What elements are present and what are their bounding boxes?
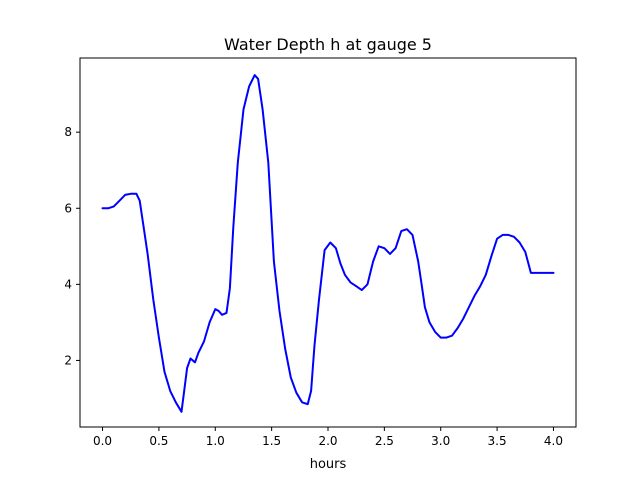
series-line-1 xyxy=(101,74,555,413)
y-tick-label: 8 xyxy=(64,125,72,139)
axes: 0.0 0.5 1.0 1.5 2.0 2.5 3.0 3.5 4.0 2 4 6 8 xyxy=(64,57,577,448)
x-tick-label: 4.0 xyxy=(544,434,563,448)
x-tick-label: 0.0 xyxy=(93,434,112,448)
x-tick-label: 3.5 xyxy=(488,434,507,448)
x-tick-label: 1.0 xyxy=(206,434,225,448)
x-tick-label: 2.0 xyxy=(318,434,337,448)
y-tick-label: 6 xyxy=(64,201,72,215)
x-tick-label: 1.5 xyxy=(262,434,281,448)
chart-title: Water Depth h at gauge 5 xyxy=(224,35,432,54)
x-tick-label: 2.5 xyxy=(375,434,394,448)
y-tick-label: 4 xyxy=(64,277,72,291)
x-tick-label: 0.5 xyxy=(149,434,168,448)
y-tick-label: 2 xyxy=(64,353,72,367)
axes-frame xyxy=(79,57,577,428)
plot-area xyxy=(101,74,555,413)
x-tick-label: 3.0 xyxy=(431,434,450,448)
x-axis-label: hours xyxy=(310,457,347,472)
